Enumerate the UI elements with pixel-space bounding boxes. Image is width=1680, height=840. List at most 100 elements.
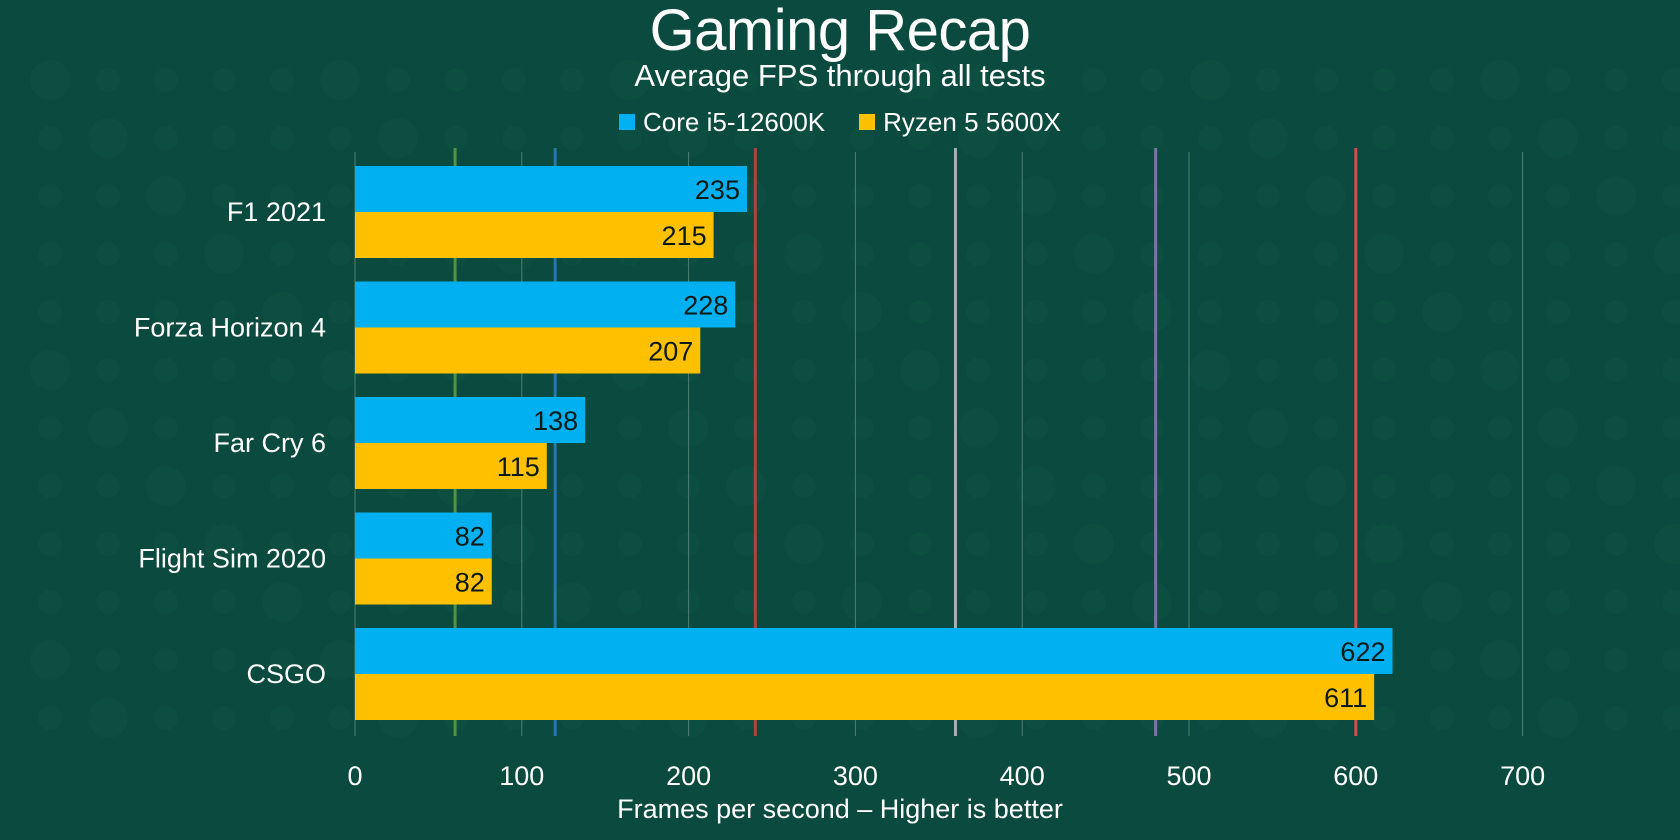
background-dot [328, 532, 352, 556]
background-dot [1256, 358, 1280, 382]
bar-value-label: 228 [683, 291, 728, 321]
background-dot [1654, 524, 1680, 564]
background-dot [1488, 590, 1512, 614]
bar-core-i5 [355, 281, 736, 328]
background-dot [212, 706, 236, 730]
background-dot [1596, 176, 1636, 216]
background-dot [734, 242, 758, 266]
bar-core-i5 [355, 166, 747, 212]
background-dot [1256, 532, 1280, 556]
background-dot [154, 242, 178, 266]
background-dot [734, 358, 758, 382]
background-dot [1430, 242, 1454, 266]
background-dot [850, 416, 874, 440]
background-dot [502, 126, 526, 150]
background-dot [320, 350, 360, 390]
background-dot [270, 184, 294, 208]
background-dot [96, 242, 120, 266]
background-dot [328, 416, 352, 440]
bar-value-label: 82 [455, 568, 485, 598]
background-dot [850, 474, 874, 498]
background-dot [1372, 300, 1396, 324]
background-dot [850, 68, 874, 92]
background-dot [154, 648, 178, 672]
background-dot [1604, 242, 1628, 266]
background-dot [1430, 126, 1454, 150]
chart-title: Gaming Recap [649, 0, 1031, 63]
background-dot [1538, 408, 1578, 448]
background-dot [212, 416, 236, 440]
background-dot [494, 524, 534, 564]
background-dot [1140, 416, 1164, 440]
category-label: Far Cry 6 [213, 428, 326, 458]
background-dot [1604, 416, 1628, 440]
background-dot [1372, 474, 1396, 498]
background-dot [212, 358, 236, 382]
background-dot [1662, 474, 1680, 498]
background-dot [618, 126, 642, 150]
background-dot [1082, 474, 1106, 498]
background-dot [1314, 532, 1338, 556]
bar-value-label: 115 [497, 452, 540, 482]
x-tick-label: 300 [833, 761, 878, 791]
background-dot [262, 582, 302, 622]
bar-core-i5 [355, 512, 492, 559]
background-dot [1604, 590, 1628, 614]
background-dot [1140, 474, 1164, 498]
background-dot [1314, 590, 1338, 614]
background-dot [378, 118, 418, 158]
background-dot [908, 242, 932, 266]
background-dot [1132, 582, 1172, 622]
background-dot [1662, 590, 1680, 614]
background-dot [212, 68, 236, 92]
background-dot [1306, 466, 1346, 506]
background-dot [1140, 68, 1164, 92]
background-dot [212, 126, 236, 150]
background-dot [1480, 640, 1520, 680]
background-dot [1248, 408, 1288, 448]
background-dot [1314, 242, 1338, 266]
background-dot [1082, 126, 1106, 150]
background-dot [1256, 590, 1280, 614]
background-dot [146, 176, 186, 216]
background-dot [270, 358, 294, 382]
background-dot [444, 126, 468, 150]
background-dot [1024, 68, 1048, 92]
background-dot [38, 474, 62, 498]
background-dot [38, 126, 62, 150]
background-dot [320, 60, 360, 100]
background-dot [1546, 648, 1570, 672]
background-dot [1024, 126, 1048, 150]
background-dot [792, 300, 816, 324]
background-dot [1430, 648, 1454, 672]
background-dot [1306, 176, 1346, 216]
background-dot [320, 640, 360, 680]
background-dot [1140, 184, 1164, 208]
background-dot [1024, 416, 1048, 440]
background-dot [30, 640, 70, 680]
background-dot [1074, 234, 1114, 274]
bar-value-label: 82 [455, 522, 485, 552]
background-dot [1430, 532, 1454, 556]
background-dot [900, 350, 940, 390]
legend-item-core-i5: Core i5-12600K [619, 104, 825, 140]
background-dot [1546, 532, 1570, 556]
background-dot [1654, 234, 1680, 274]
background-dot [1256, 474, 1280, 498]
background-dot [1430, 416, 1454, 440]
background-dot [328, 300, 352, 324]
bar-ryzen-5 [355, 674, 1375, 720]
background-dot [1596, 466, 1636, 506]
background-dot [1662, 300, 1680, 324]
background-dot [850, 358, 874, 382]
background-dot [552, 582, 592, 622]
background-dot [270, 242, 294, 266]
background-dot [1662, 358, 1680, 382]
background-dot [610, 60, 650, 100]
background-dot [1364, 234, 1404, 274]
background-dot [1198, 184, 1222, 208]
background-dot [328, 590, 352, 614]
background-dot [560, 68, 584, 92]
background-dot [502, 590, 526, 614]
background-dot [502, 68, 526, 92]
